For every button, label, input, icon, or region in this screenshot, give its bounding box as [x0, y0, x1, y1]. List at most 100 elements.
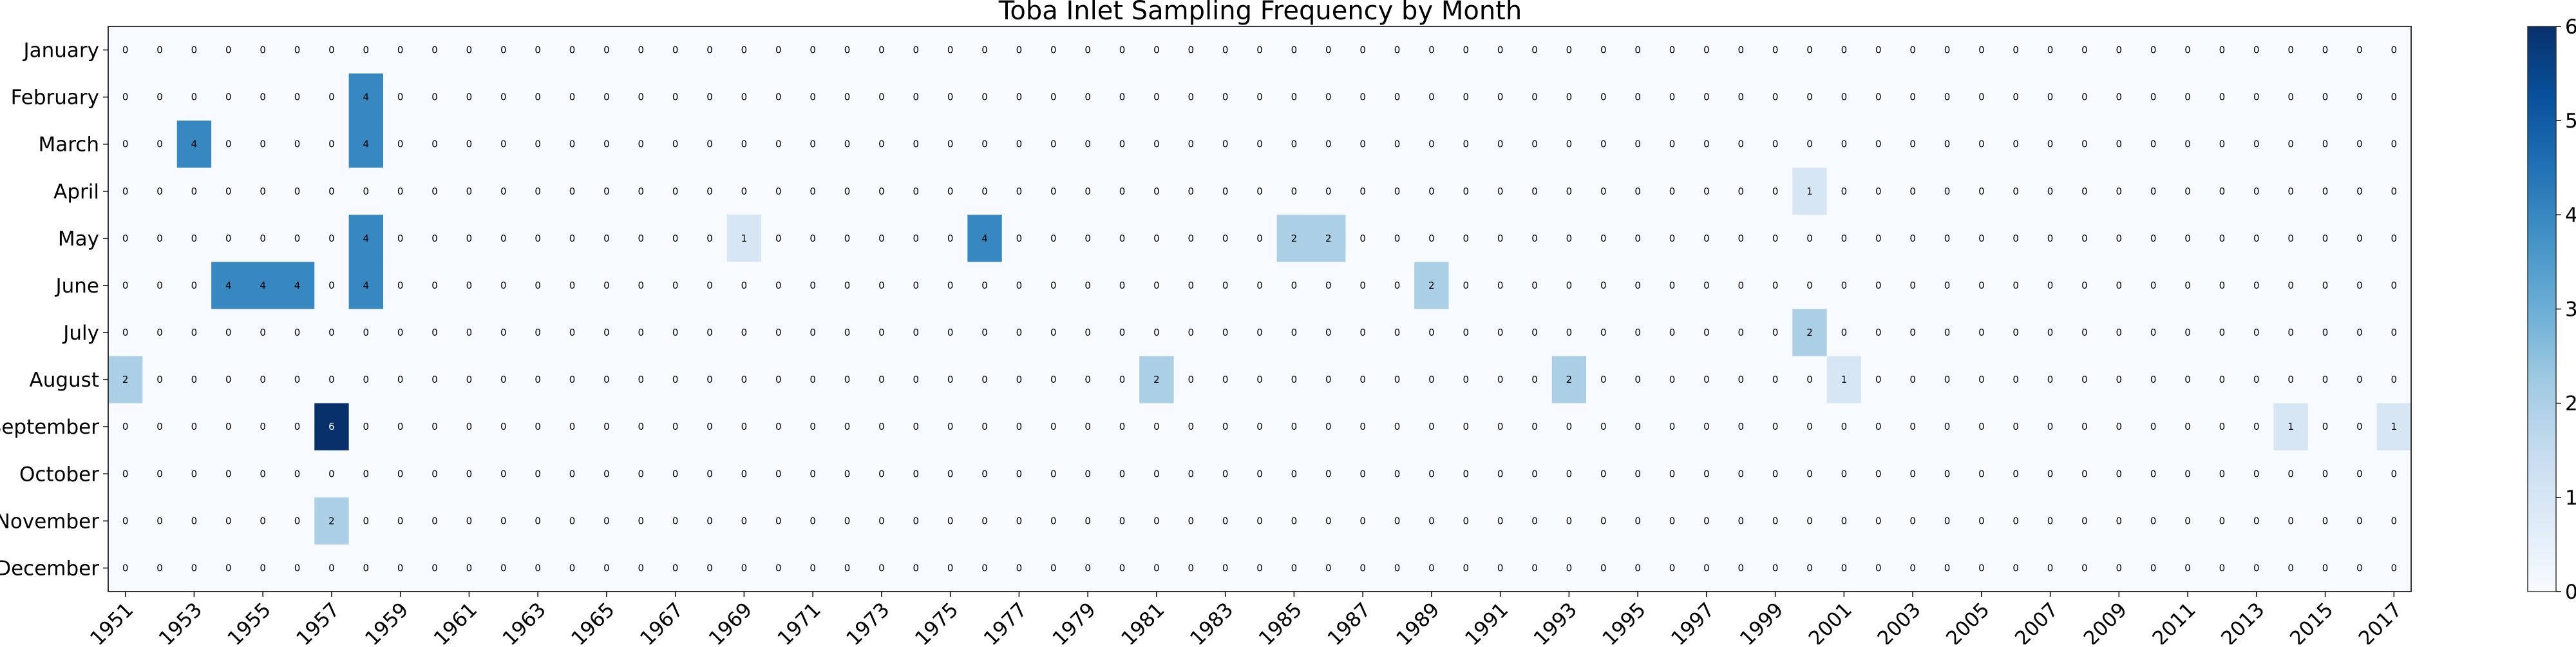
heatmap-cell — [2170, 73, 2206, 121]
heatmap-cell — [726, 544, 762, 592]
cell-value-label: 0 — [2391, 233, 2398, 244]
cell-value-label: 0 — [603, 233, 610, 244]
heatmap-cell — [898, 544, 934, 592]
x-tick-label: 2003 — [1873, 598, 1925, 644]
heatmap-cell — [451, 26, 487, 74]
heatmap-cell — [176, 73, 212, 121]
heatmap-cell — [2239, 215, 2275, 262]
heatmap-cell — [1792, 309, 1828, 357]
cell-value-label: 0 — [1188, 280, 1194, 291]
heatmap-cell — [520, 356, 556, 404]
heatmap-cell — [933, 497, 968, 545]
cell-value-label: 0 — [2116, 186, 2123, 197]
cell-value-label: 0 — [2219, 468, 2226, 479]
cell-value-label: 0 — [191, 374, 198, 385]
cell-value-label: 0 — [2219, 139, 2226, 150]
cell-value-label: 0 — [2219, 186, 2226, 197]
cell-value-label: 0 — [741, 186, 748, 197]
cell-value-label: 0 — [1703, 139, 1710, 150]
heatmap-cell — [417, 262, 453, 309]
heatmap-cell — [1001, 544, 1037, 592]
x-tick-label: 2009 — [2079, 598, 2132, 644]
cell-value-label: 0 — [431, 515, 438, 526]
heatmap-cell — [279, 356, 315, 404]
heatmap-cell — [761, 309, 796, 357]
cell-value-label: 0 — [1909, 515, 1916, 526]
heatmap-cell — [1208, 309, 1243, 357]
heatmap-cell — [1895, 73, 1931, 121]
heatmap-cell — [417, 73, 453, 121]
cell-value-label: 0 — [1806, 421, 1813, 432]
cell-value-label: 0 — [2287, 515, 2294, 526]
cell-value-label: 0 — [328, 92, 335, 103]
heatmap-cell — [383, 168, 418, 215]
heatmap-cell — [314, 497, 350, 545]
x-tick-label: 1955 — [223, 598, 276, 644]
heatmap-cell — [2032, 356, 2068, 404]
cell-value-label: 0 — [156, 92, 163, 103]
cell-value-label: 0 — [1531, 44, 1538, 56]
heatmap-cell — [2136, 309, 2171, 357]
cell-value-label: 0 — [1703, 44, 1710, 56]
heatmap-cell — [554, 121, 590, 168]
heatmap-cell — [1998, 26, 2034, 74]
heatmap-cell — [1242, 26, 1278, 74]
cell-value-label: 0 — [1875, 562, 1882, 574]
cell-value-label: 0 — [1394, 139, 1401, 150]
cell-value-label: 0 — [397, 374, 404, 385]
cell-value-label: 0 — [981, 562, 988, 574]
x-tick-label: 2007 — [2011, 598, 2063, 644]
cell-value-label: 0 — [1944, 44, 1951, 56]
cell-value-label: 0 — [1359, 468, 1366, 479]
cell-value-label: 0 — [1119, 186, 1126, 197]
cell-value-label: 0 — [1153, 186, 1160, 197]
cell-value-label: 0 — [535, 92, 541, 103]
cell-value-label: 0 — [225, 186, 232, 197]
heatmap-cell — [589, 450, 625, 498]
heatmap-cell — [933, 121, 968, 168]
heatmap-cell — [2170, 544, 2206, 592]
heatmap-cell — [1139, 262, 1175, 309]
colorbar-tick-label: 1 — [2565, 487, 2576, 510]
cell-value-label: 0 — [2287, 44, 2294, 56]
cell-value-label: 0 — [2184, 515, 2191, 526]
cell-value-label: 0 — [1463, 374, 1469, 385]
heatmap-cell — [520, 403, 556, 451]
heatmap-cell — [142, 497, 178, 545]
heatmap-cell — [1792, 26, 1828, 74]
cell-value-label: 0 — [397, 562, 404, 574]
heatmap-cell — [1379, 356, 1415, 404]
cell-value-label: 0 — [1188, 468, 1194, 479]
heatmap-cell — [589, 215, 625, 262]
heatmap-cell — [1036, 450, 1071, 498]
heatmap-cell — [761, 356, 796, 404]
heatmap-cell — [1620, 168, 1656, 215]
heatmap-cell — [2032, 121, 2068, 168]
cell-value-label: 0 — [844, 92, 851, 103]
cell-value-label: 0 — [1772, 515, 1779, 526]
cell-value-label: 4 — [363, 280, 370, 291]
cell-value-label: 0 — [397, 280, 404, 291]
cell-value-label: 0 — [2356, 327, 2363, 338]
cell-value-label: 0 — [1359, 374, 1366, 385]
cell-value-label: 0 — [1188, 562, 1194, 574]
cell-value-label: 0 — [672, 233, 679, 244]
heatmap-cell — [1311, 309, 1346, 357]
heatmap-cell — [623, 121, 659, 168]
cell-value-label: 0 — [1909, 327, 1916, 338]
heatmap-cell — [1482, 215, 1518, 262]
cell-value-label: 0 — [328, 186, 335, 197]
heatmap-cell — [417, 121, 453, 168]
heatmap-cell — [1001, 497, 1037, 545]
cell-value-label: 0 — [1325, 374, 1332, 385]
heatmap-cell — [2170, 168, 2206, 215]
cell-value-label: 0 — [1497, 421, 1504, 432]
heatmap-cell — [2136, 356, 2171, 404]
cell-value-label: 0 — [1153, 327, 1160, 338]
heatmap-cell — [1036, 497, 1071, 545]
heatmap-cell — [1620, 121, 1656, 168]
heatmap-cell — [348, 121, 384, 168]
cell-value-label: 0 — [1016, 139, 1023, 150]
cell-value-label: 0 — [1359, 44, 1366, 56]
heatmap-cell — [2067, 26, 2103, 74]
